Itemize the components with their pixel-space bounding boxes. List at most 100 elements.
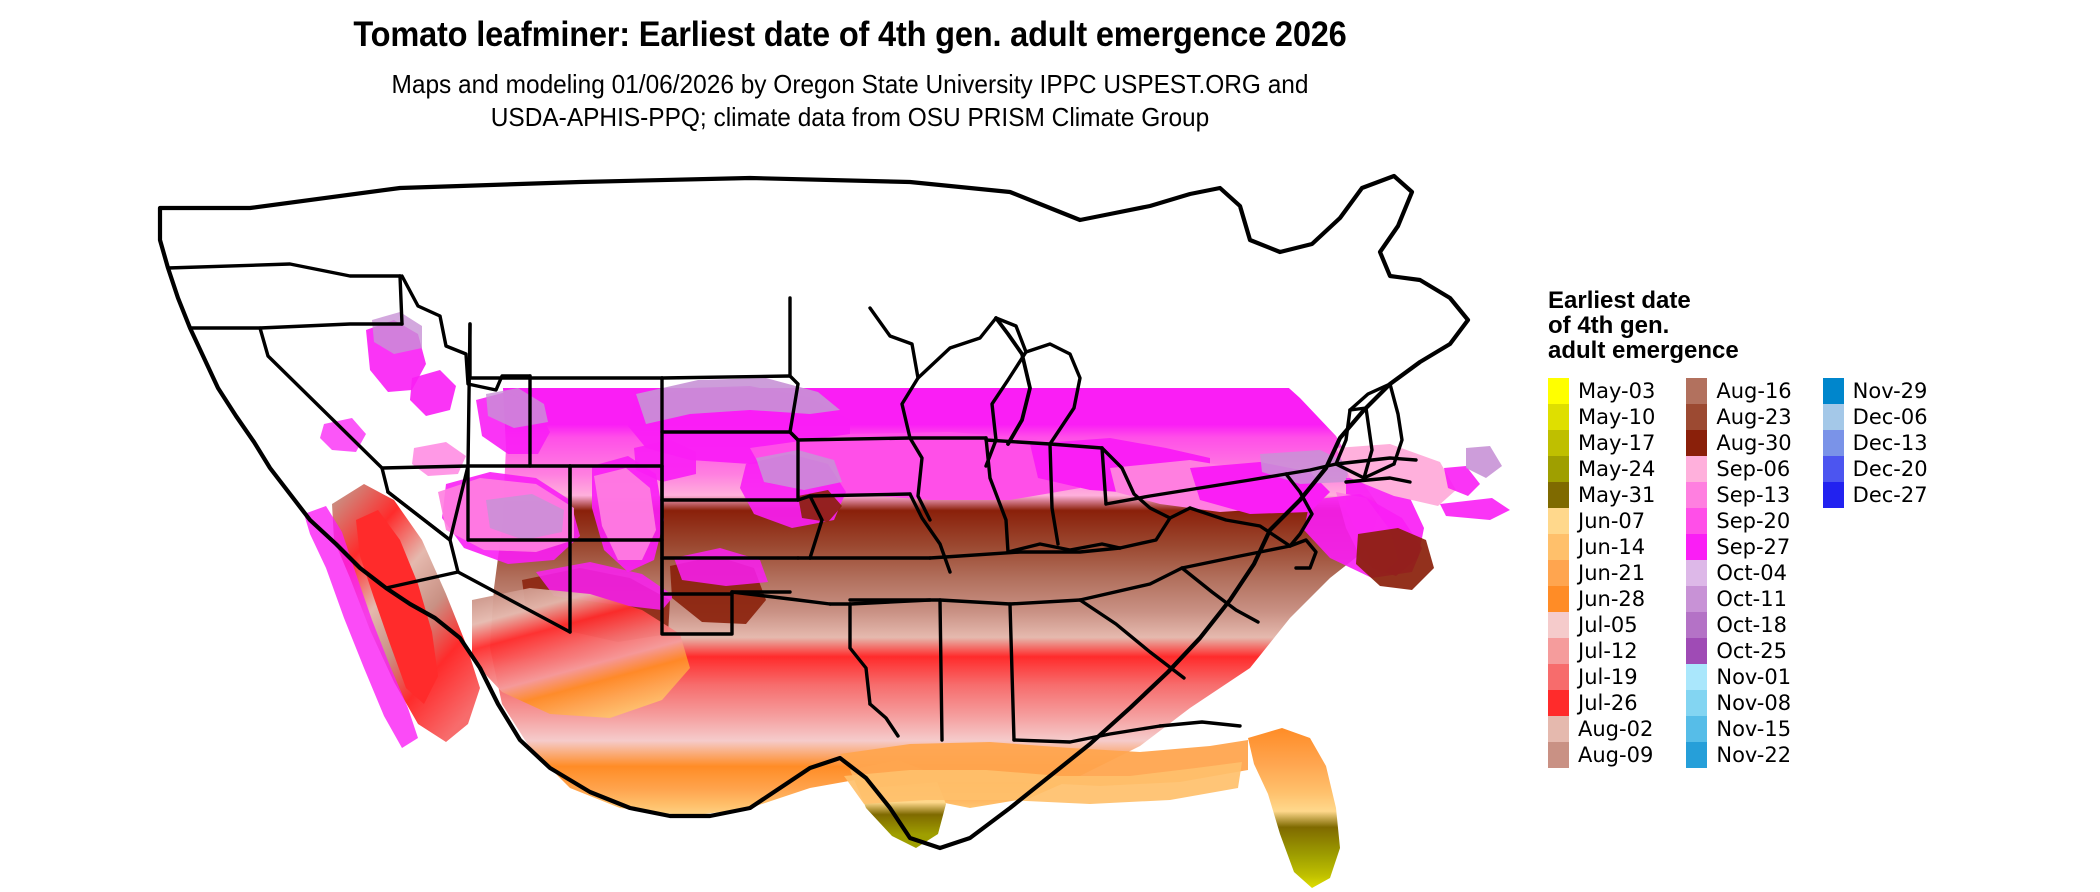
legend-item: Oct-04 — [1686, 560, 1791, 586]
legend-swatch — [1548, 638, 1569, 664]
legend-label: May-31 — [1578, 483, 1656, 507]
border-tn-ky — [928, 546, 1122, 560]
border-tn-al-ms-ga — [848, 598, 1082, 606]
legend-label: Sep-13 — [1716, 483, 1791, 507]
legend-swatch — [1822, 378, 1844, 404]
legend-item: Oct-18 — [1686, 612, 1791, 638]
legend-item: Nov-22 — [1686, 742, 1791, 768]
legend-swatch — [1686, 690, 1708, 716]
legend-item: Aug-30 — [1686, 430, 1792, 456]
border-or-ca — [188, 322, 404, 330]
legend-swatch — [1548, 716, 1569, 742]
band-longisland — [1440, 498, 1510, 520]
border-ia-mo — [808, 492, 912, 498]
legend-item: Jun-21 — [1548, 560, 1655, 586]
band-wasatch-pink — [594, 468, 656, 560]
legend-swatch — [1548, 430, 1569, 456]
border-oh-pa — [1100, 446, 1108, 506]
legend-title: Earliest date of 4th gen. adult emergenc… — [1548, 287, 1739, 364]
legend-label: Nov-29 — [1852, 379, 1928, 403]
legend-swatch — [1548, 404, 1569, 430]
legend-swatch — [1686, 508, 1708, 534]
legend-swatch — [1548, 742, 1569, 768]
legend-label: Aug-09 — [1578, 743, 1654, 767]
band-newengland-speck1 — [1444, 466, 1480, 496]
legend-label: Aug-02 — [1578, 717, 1654, 741]
legend-column-3: Nov-29 Dec-06 Dec-13 Dec-20 Dec-27 — [1822, 378, 1928, 508]
legend-item: Aug-02 — [1548, 716, 1655, 742]
border-ct-ny — [1344, 476, 1412, 484]
legend-swatch — [1548, 482, 1569, 508]
legend-item: Oct-25 — [1686, 638, 1791, 664]
border-nd-sd — [660, 374, 792, 380]
legend-swatch — [1686, 716, 1708, 742]
band-newengland-speck2 — [1466, 446, 1502, 478]
legend-item: May-03 — [1548, 378, 1655, 404]
band-idaho-panhandle — [410, 370, 456, 416]
legend-label: Aug-23 — [1716, 405, 1792, 429]
legend-label: Jun-21 — [1578, 561, 1646, 585]
border-tn-nc — [1078, 566, 1184, 602]
conus-outline — [157, 173, 1471, 851]
legend-label: May-10 — [1578, 405, 1656, 429]
border-mn-ia — [796, 436, 912, 442]
legend-item: Jul-19 — [1548, 664, 1655, 690]
page-subtitle: Maps and modeling 01/06/2026 by Oregon S… — [51, 68, 1649, 134]
legend-swatch — [1686, 378, 1708, 404]
legend-item: Aug-16 — [1686, 378, 1792, 404]
legend-item: Dec-27 — [1822, 482, 1928, 508]
border-ne-ia-mo — [796, 494, 824, 560]
band-oregon-speck — [320, 418, 366, 452]
legend-item: Sep-27 — [1686, 534, 1791, 560]
legend-label: Dec-27 — [1852, 483, 1928, 507]
border-ky-in-oh — [1006, 542, 1122, 554]
border-ma-vt-nh — [1334, 462, 1396, 480]
legend-swatch — [1686, 404, 1708, 430]
legend-swatch — [1822, 456, 1844, 482]
legend-item: Nov-15 — [1686, 716, 1791, 742]
legend-columns: May-03 May-10 May-17 May-24 May-31 Jun-07 Jun-… — [1548, 378, 2088, 768]
border-ny-canada — [1348, 382, 1392, 412]
legend-label: Oct-04 — [1716, 561, 1787, 585]
legend-item: Dec-06 — [1822, 404, 1928, 430]
border-ca-nv — [258, 326, 390, 494]
legend-swatch — [1686, 612, 1708, 638]
legend-label: Aug-16 — [1716, 379, 1792, 403]
legend-label: Sep-06 — [1716, 457, 1791, 481]
border-pa-ny — [1104, 472, 1288, 506]
legend-item: Jun-14 — [1548, 534, 1655, 560]
legend-label: Jul-26 — [1578, 691, 1638, 715]
border-wv-oh-pa — [1100, 446, 1172, 520]
border-mn-wi — [868, 306, 920, 440]
legend-item: Aug-09 — [1548, 742, 1655, 768]
legend-label: Oct-18 — [1716, 613, 1787, 637]
band-idaho-sawtooth-violet — [486, 388, 548, 428]
legend-label: Dec-20 — [1852, 457, 1928, 481]
border-in-oh — [1048, 442, 1060, 546]
legend-swatch — [1548, 690, 1569, 716]
border-id-mt — [400, 274, 532, 392]
legend-swatch — [1548, 612, 1569, 638]
border-ga-sc-fl — [1012, 724, 1162, 744]
legend-label: Nov-08 — [1716, 691, 1792, 715]
legend-item: Nov-08 — [1686, 690, 1791, 716]
legend-swatch — [1822, 404, 1844, 430]
band-florida — [1248, 728, 1340, 888]
legend-item: Jul-26 — [1548, 690, 1655, 716]
band-california-coast-magenta — [304, 506, 418, 748]
state-boundaries — [157, 173, 1471, 851]
border-nd-mn — [788, 296, 800, 434]
border-ms-al — [938, 598, 944, 742]
map-svg — [157, 173, 1510, 888]
legend-item: Jul-05 — [1548, 612, 1655, 638]
legend-label: Nov-15 — [1716, 717, 1792, 741]
legend-swatch — [1548, 378, 1569, 404]
legend-label: May-24 — [1578, 457, 1656, 481]
band-greatbasin-violet — [486, 494, 564, 540]
legend-label: Jun-14 — [1578, 535, 1646, 559]
legend-item: May-10 — [1548, 404, 1655, 430]
legend-swatch — [1686, 560, 1708, 586]
band-midatlantic-brown — [1356, 528, 1434, 590]
legend-label: May-17 — [1578, 431, 1656, 455]
border-pa-nj-ny — [1284, 472, 1314, 548]
